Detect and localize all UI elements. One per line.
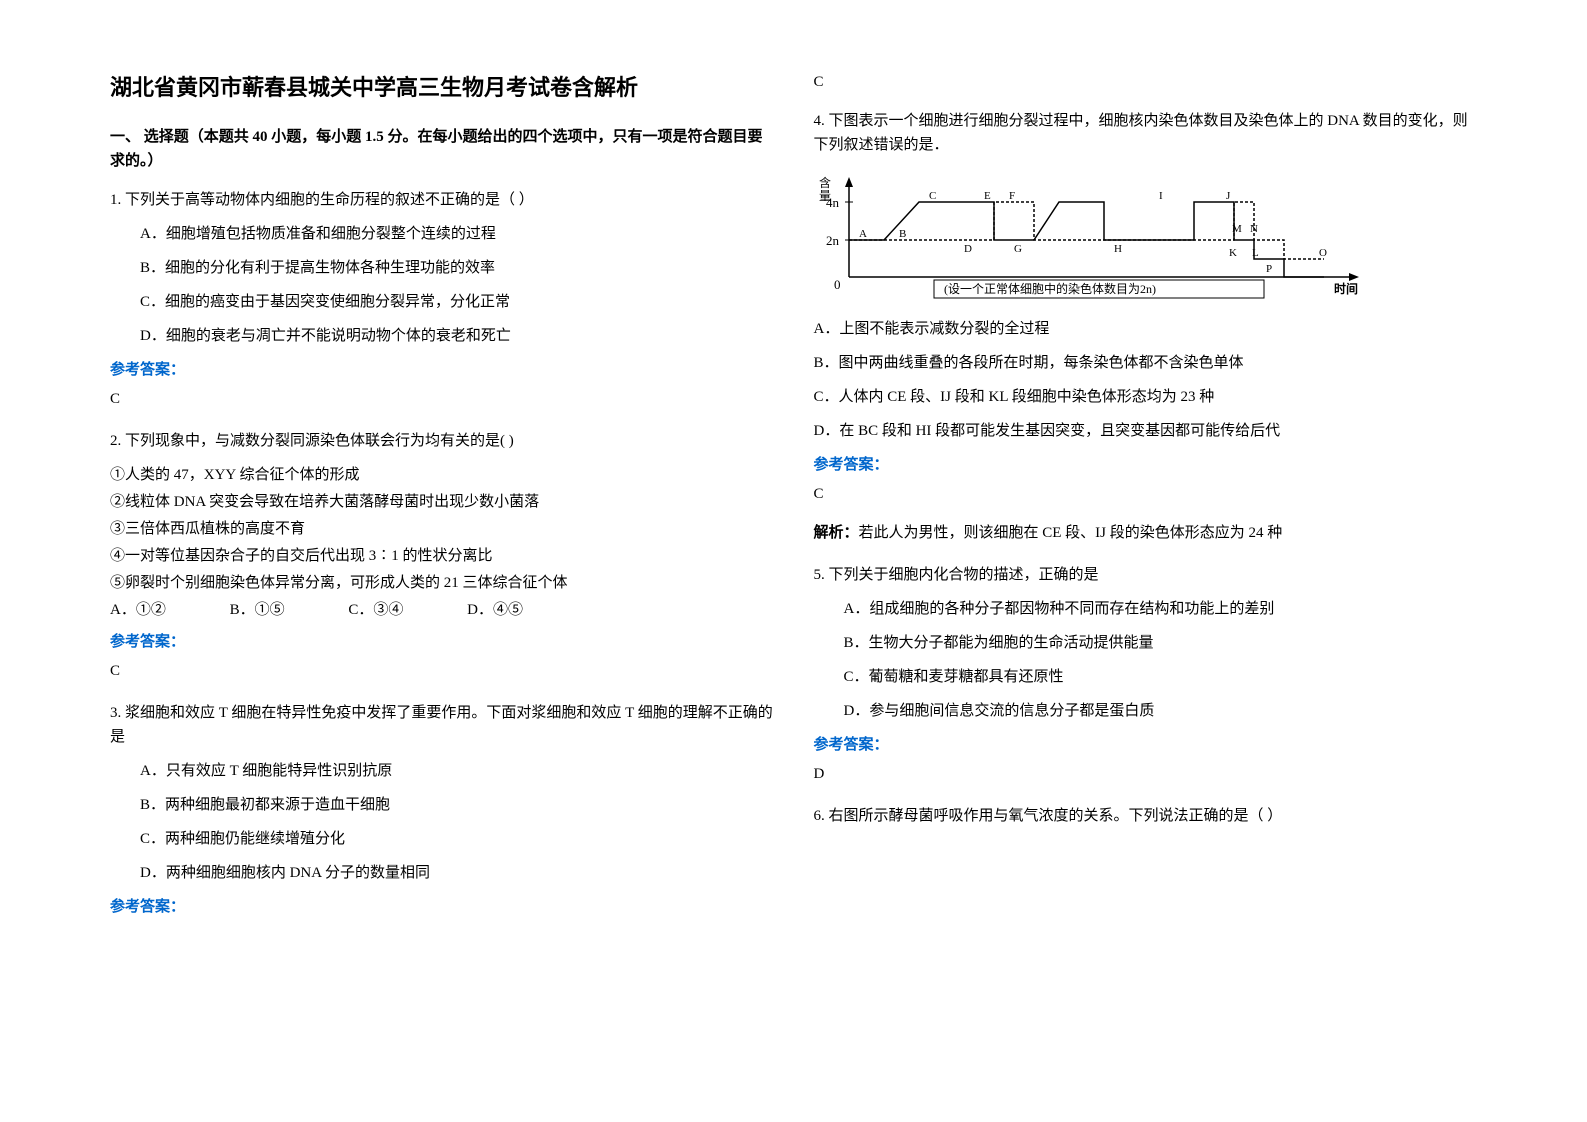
y-label: 含 <box>819 175 831 190</box>
q3-answer: C <box>814 70 1478 94</box>
point-e: E <box>984 190 991 202</box>
q4-analysis: 解析：若此人为男性，则该细胞在 CE 段、IJ 段的染色体形态应为 24 种 <box>814 521 1478 545</box>
q4-analysis-label: 解析： <box>814 525 859 541</box>
q2-sub3: ③三倍体西瓜植株的高度不育 <box>110 517 774 541</box>
point-d: D <box>964 243 972 255</box>
y-label2: 量 <box>819 189 831 203</box>
q6-text: 6. 右图所示酵母菌呼吸作用与氧气浓度的关系。下列说法正确的是（ ） <box>814 804 1478 828</box>
q1-opt-d: D．细胞的衰老与凋亡并不能说明动物个体的衰老和死亡 <box>140 324 774 348</box>
point-p: P <box>1266 263 1272 275</box>
q2-answer: C <box>110 659 774 683</box>
point-f: F <box>1009 190 1015 202</box>
exam-title: 湖北省黄冈市蕲春县城关中学高三生物月考试卷含解析 <box>110 70 774 105</box>
q1-answer-label: 参考答案： <box>110 358 774 382</box>
q1-text: 1. 下列关于高等动物体内细胞的生命历程的叙述不正确的是（ ） <box>110 188 774 212</box>
q2-answer-label: 参考答案： <box>110 630 774 654</box>
q2-opt-a: A．①② <box>110 598 166 622</box>
q2-sub4: ④一对等位基因杂合子的自交后代出现 3∶1 的性状分离比 <box>110 544 774 568</box>
q4-text: 4. 下图表示一个细胞进行细胞分裂过程中，细胞核内染色体数目及染色体上的 DNA… <box>814 109 1478 157</box>
q1-opt-a: A．细胞增殖包括物质准备和细胞分裂整个连续的过程 <box>140 222 774 246</box>
q2-sub1: ①人类的 47，XYY 综合征个体的形成 <box>110 463 774 487</box>
q2-opt-b: B．①⑤ <box>230 598 285 622</box>
q3-opt-b: B．两种细胞最初都来源于造血干细胞 <box>140 793 774 817</box>
q2-text: 2. 下列现象中，与减数分裂同源染色体联会行为均有关的是( ) <box>110 429 774 453</box>
chart-note: (设一个正常体细胞中的染色体数目为2n) <box>944 281 1156 296</box>
question-3: 3. 浆细胞和效应 T 细胞在特异性免疫中发挥了重要作用。下面对浆细胞和效应 T… <box>110 701 774 919</box>
q4-analysis-text: 若此人为男性，则该细胞在 CE 段、IJ 段的染色体形态应为 24 种 <box>859 525 1283 541</box>
q3-opt-a: A．只有效应 T 细胞能特异性识别抗原 <box>140 759 774 783</box>
question-1: 1. 下列关于高等动物体内细胞的生命历程的叙述不正确的是（ ） A．细胞增殖包括… <box>110 188 774 411</box>
q2-sub2: ②线粒体 DNA 突变会导致在培养大菌落酵母菌时出现少数小菌落 <box>110 490 774 514</box>
q4-opt-d: D．在 BC 段和 HI 段都可能发生基因突变，且突变基因都可能传给后代 <box>814 419 1478 443</box>
point-m: M <box>1232 223 1242 235</box>
x-label: 时间 <box>1334 281 1358 296</box>
q4-opt-c: C．人体内 CE 段、IJ 段和 KL 段细胞中染色体形态均为 23 种 <box>814 385 1478 409</box>
q5-text: 5. 下列关于细胞内化合物的描述，正确的是 <box>814 563 1478 587</box>
point-l: L <box>1252 247 1259 259</box>
q2-opt-c: C．③④ <box>348 598 403 622</box>
q1-opt-c: C．细胞的癌变由于基因突变使细胞分裂异常，分化正常 <box>140 290 774 314</box>
point-b: B <box>899 228 906 240</box>
q3-answer-label: 参考答案： <box>110 895 774 919</box>
q5-opt-c: C．葡萄糖和麦芽糖都具有还原性 <box>844 665 1478 689</box>
chromosome-chart: 4n 2n 0 含 量 A B C D E F G <box>814 172 1478 302</box>
q5-answer-label: 参考答案： <box>814 733 1478 757</box>
question-4: 4. 下图表示一个细胞进行细胞分裂过程中，细胞核内染色体数目及染色体上的 DNA… <box>814 109 1478 545</box>
q5-opt-a: A．组成细胞的各种分子都因物种不同而存在结构和功能上的差别 <box>844 597 1478 621</box>
q4-answer: C <box>814 482 1478 506</box>
point-o: O <box>1319 247 1327 259</box>
section-header: 一、 选择题（本题共 40 小题，每小题 1.5 分。在每小题给出的四个选项中，… <box>110 125 774 173</box>
q3-text: 3. 浆细胞和效应 T 细胞在特异性免疫中发挥了重要作用。下面对浆细胞和效应 T… <box>110 701 774 749</box>
point-c: C <box>929 190 936 202</box>
y-tick-2n: 2n <box>826 233 840 248</box>
q5-answer: D <box>814 762 1478 786</box>
question-6: 6. 右图所示酵母菌呼吸作用与氧气浓度的关系。下列说法正确的是（ ） <box>814 804 1478 828</box>
point-n: N <box>1250 223 1258 235</box>
y-tick-0: 0 <box>834 277 841 292</box>
question-5: 5. 下列关于细胞内化合物的描述，正确的是 A．组成细胞的各种分子都因物种不同而… <box>814 563 1478 786</box>
point-a: A <box>859 228 867 240</box>
point-k: K <box>1229 247 1237 259</box>
point-j: J <box>1226 190 1231 202</box>
q2-opt-d: D．④⑤ <box>467 598 523 622</box>
point-i: I <box>1159 190 1163 202</box>
q5-opt-d: D．参与细胞间信息交流的信息分子都是蛋白质 <box>844 699 1478 723</box>
q1-opt-b: B．细胞的分化有利于提高生物体各种生理功能的效率 <box>140 256 774 280</box>
point-g: G <box>1014 243 1022 255</box>
q5-opt-b: B．生物大分子都能为细胞的生命活动提供能量 <box>844 631 1478 655</box>
point-h: H <box>1114 243 1122 255</box>
q3-opt-d: D．两种细胞细胞核内 DNA 分子的数量相同 <box>140 861 774 885</box>
q1-answer: C <box>110 387 774 411</box>
q4-opt-b: B．图中两曲线重叠的各段所在时期，每条染色体都不含染色单体 <box>814 351 1478 375</box>
question-2: 2. 下列现象中，与减数分裂同源染色体联会行为均有关的是( ) ①人类的 47，… <box>110 429 774 683</box>
q4-answer-label: 参考答案： <box>814 453 1478 477</box>
q3-opt-c: C．两种细胞仍能继续增殖分化 <box>140 827 774 851</box>
q4-opt-a: A．上图不能表示减数分裂的全过程 <box>814 317 1478 341</box>
q2-sub5: ⑤卵裂时个别细胞染色体异常分离，可形成人类的 21 三体综合征个体 <box>110 571 774 595</box>
